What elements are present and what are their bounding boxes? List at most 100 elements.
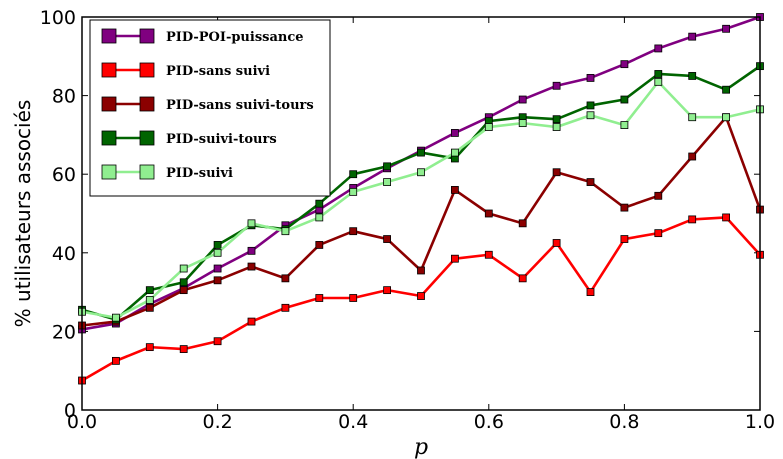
data-point (145, 286, 154, 295)
data-point (654, 77, 663, 86)
data-point (417, 168, 425, 177)
data-point (450, 186, 459, 194)
x-tick-label: 0.8 (609, 411, 639, 433)
data-point (722, 213, 730, 222)
data-point (722, 113, 730, 122)
data-point (247, 246, 256, 255)
y-tick-label: 100 (40, 7, 76, 29)
y-tick-label: 0 (64, 400, 76, 422)
x-tick-label: 1.0 (745, 411, 775, 433)
data-point (349, 294, 358, 302)
data-point (383, 178, 392, 186)
y-tick-label: 60 (52, 164, 76, 186)
data-point (247, 317, 256, 326)
data-point (552, 115, 561, 124)
data-point (688, 215, 697, 224)
legend-entry: PID-sans suivi-tours (101, 96, 314, 113)
data-point (281, 274, 290, 283)
data-point (315, 294, 324, 302)
data-point (213, 276, 222, 285)
data-point (552, 168, 561, 177)
legend-marker (101, 164, 117, 180)
data-point (315, 199, 324, 208)
data-point (281, 227, 290, 236)
data-point (213, 264, 222, 273)
x-axis-label: p (414, 435, 428, 459)
data-point (145, 296, 154, 304)
y-tick-label: 80 (52, 86, 76, 108)
legend-label: PID-sans suivi-tours (166, 98, 314, 113)
data-point (518, 95, 527, 104)
data-point (654, 70, 663, 78)
legend-label: PID-suivi-tours (166, 132, 277, 147)
legend-marker (101, 62, 117, 78)
data-point (315, 241, 324, 249)
legend-marker (101, 130, 117, 146)
data-point (281, 303, 290, 312)
data-point (145, 343, 154, 352)
data-point (620, 203, 629, 212)
data-point (145, 303, 154, 312)
legend-label: PID-sans suivi (166, 64, 270, 79)
data-point (349, 227, 358, 236)
data-point (484, 209, 493, 218)
legend-label: PID-POI-puissance (166, 30, 304, 45)
data-point (654, 191, 663, 200)
data-point (484, 123, 493, 131)
data-point (518, 274, 527, 283)
data-point (383, 286, 392, 295)
data-point (315, 213, 324, 222)
tick-labels: 0.0 0.2 0.4 0.6 0.8 1.0 0 20 40 60 80 100 (40, 7, 775, 433)
legend-marker (139, 130, 155, 146)
data-point (586, 288, 595, 297)
data-point (112, 356, 120, 365)
plot-frame (81, 16, 761, 411)
data-point (450, 148, 459, 157)
data-point (620, 95, 629, 104)
legend-marker (139, 62, 155, 78)
data-point (247, 262, 256, 271)
data-point (586, 74, 595, 82)
data-point (620, 235, 629, 243)
data-point (620, 121, 629, 129)
legend-label: PID-suivi (166, 166, 233, 181)
data-point (654, 229, 663, 238)
legend-marker (139, 28, 155, 44)
data-point (688, 32, 697, 41)
x-tick-label: 0.2 (202, 411, 232, 433)
data-point (620, 60, 629, 69)
data-point (417, 292, 425, 300)
data-point (349, 187, 358, 196)
data-point (688, 113, 697, 122)
data-point (586, 178, 595, 186)
data-point (247, 219, 256, 228)
data-point (213, 337, 222, 346)
data-point (586, 111, 595, 120)
legend: PID-POI-puissance PID-sans suivi PID-sans … (89, 19, 331, 197)
data-point (179, 345, 188, 353)
x-tick-label: 0.4 (338, 411, 368, 433)
x-tick-label: 0.6 (474, 411, 504, 433)
legend-entry: PID-POI-puissance (101, 28, 304, 45)
data-point (450, 129, 459, 137)
legend-marker (101, 96, 117, 112)
data-point (213, 241, 222, 249)
y-tick-label: 20 (52, 321, 76, 343)
data-point (213, 248, 222, 257)
data-point (518, 119, 527, 128)
data-point (417, 266, 425, 275)
data-point (552, 123, 561, 131)
data-point (383, 162, 392, 171)
x-tick-label: 0.0 (67, 411, 97, 433)
data-point (552, 239, 561, 247)
data-point (722, 24, 730, 33)
series-1 (78, 213, 764, 385)
data-point (179, 264, 188, 273)
data-point (518, 219, 527, 228)
legend-marker (139, 164, 155, 180)
data-point (450, 254, 459, 263)
legend-marker (101, 28, 117, 44)
legend-box (89, 19, 331, 197)
data-point (654, 44, 663, 53)
data-point (417, 148, 425, 157)
